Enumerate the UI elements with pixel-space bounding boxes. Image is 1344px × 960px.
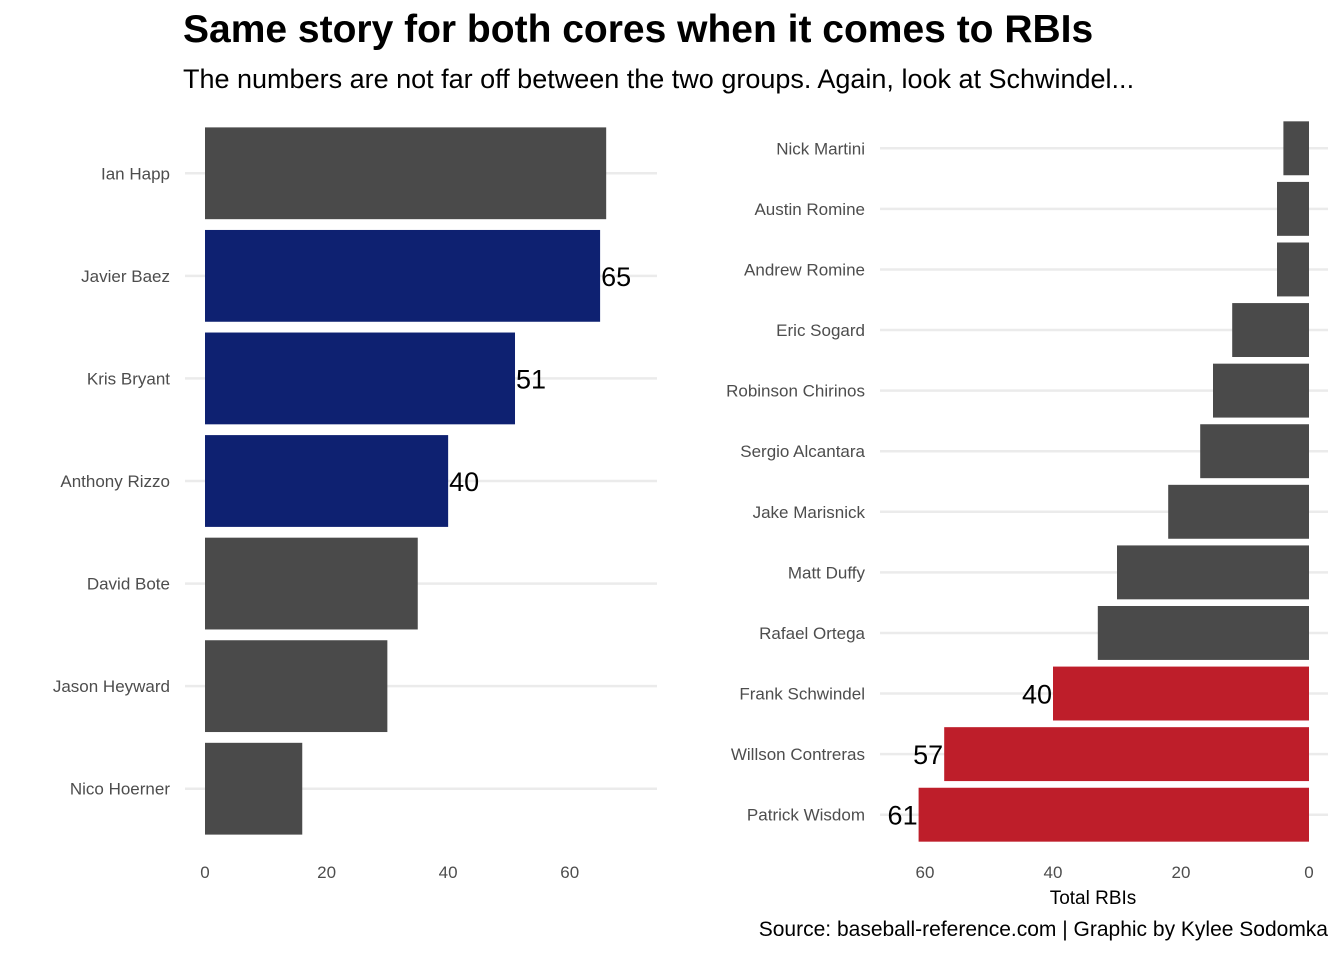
right-x-tick-label: 20 <box>1172 863 1191 882</box>
left-category-label: Kris Bryant <box>87 369 170 388</box>
left-bar <box>205 742 303 835</box>
chart-caption: Source: baseball-reference.com | Graphic… <box>758 918 1328 941</box>
right-data-label: 57 <box>913 740 943 770</box>
right-category-label: Matt Duffy <box>788 563 866 582</box>
left-category-label: Javier Baez <box>81 267 170 286</box>
left-x-tick-label: 20 <box>317 863 336 882</box>
left-data-label: 51 <box>516 364 546 394</box>
right-bar <box>1200 424 1309 479</box>
left-data-label: 65 <box>601 262 631 292</box>
left-x-tick-label: 60 <box>560 863 579 882</box>
right-category-label: Willson Contreras <box>731 745 865 764</box>
right-bar <box>1168 484 1309 539</box>
right-data-label: 61 <box>888 801 918 831</box>
left-category-label: Anthony Rizzo <box>60 472 170 491</box>
right-bar <box>1213 363 1309 418</box>
right-category-label: Robinson Chirinos <box>726 382 865 401</box>
left-x-tick-label: 40 <box>439 863 458 882</box>
right-category-label: Frank Schwindel <box>739 685 865 704</box>
right-category-label: Eric Sogard <box>776 321 865 340</box>
right-bar <box>1097 605 1309 660</box>
right-x-tick-label: 60 <box>916 863 935 882</box>
right-bar <box>1053 666 1309 721</box>
left-category-label: Ian Happ <box>101 164 170 183</box>
right-bar <box>1117 545 1309 600</box>
chart-subtitle: The numbers are not far off between the … <box>183 64 1135 94</box>
left-data-label: 40 <box>449 467 479 497</box>
right-bar <box>1283 121 1309 176</box>
right-bar <box>1232 303 1309 358</box>
left-bar <box>205 435 449 527</box>
left-category-label: David Bote <box>87 575 170 594</box>
right-category-label: Andrew Romine <box>744 260 865 279</box>
left-bar <box>205 640 388 733</box>
left-bar <box>205 332 516 425</box>
left-bar <box>205 229 601 322</box>
right-category-label: Austin Romine <box>754 200 865 219</box>
right-category-label: Patrick Wisdom <box>747 806 865 825</box>
left-category-label: Jason Heyward <box>53 677 170 696</box>
right-category-label: Nick Martini <box>776 139 865 158</box>
right-bar <box>1277 181 1309 236</box>
left-bar <box>205 537 418 630</box>
right-x-axis-title: Total RBIs <box>1050 888 1137 909</box>
right-category-label: Sergio Alcantara <box>740 442 865 461</box>
right-data-label: 40 <box>1022 680 1052 710</box>
left-category-label: Nico Hoerner <box>70 780 170 799</box>
right-category-label: Rafael Ortega <box>759 624 865 643</box>
right-bar <box>944 727 1309 782</box>
right-bar <box>1277 242 1309 297</box>
right-category-label: Jake Marisnick <box>753 503 866 522</box>
right-x-tick-label: 0 <box>1304 863 1313 882</box>
right-x-tick-label: 40 <box>1044 863 1063 882</box>
chart-title: Same story for both cores when it comes … <box>183 8 1094 51</box>
left-bar <box>205 127 607 220</box>
right-bar <box>918 787 1309 842</box>
left-x-tick-label: 0 <box>200 863 209 882</box>
